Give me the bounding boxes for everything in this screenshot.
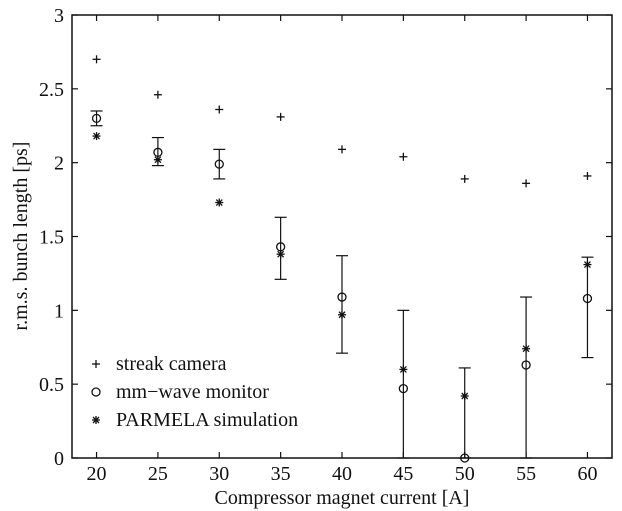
x-tick-label: 35: [271, 463, 291, 485]
legend-marker-asterisk: [92, 416, 100, 424]
marker-stroke: [338, 311, 346, 319]
data-point-circle: [337, 292, 347, 302]
data-point-asterisk: [153, 155, 162, 164]
error-bar: [90, 110, 103, 127]
legend-label: streak camera: [116, 353, 227, 375]
x-tick-label: 55: [516, 463, 536, 485]
marker-stroke: [277, 250, 285, 258]
x-tick-label: 60: [577, 463, 597, 485]
x-tick-label: 40: [332, 463, 352, 485]
y-tick-label: 1.5: [39, 227, 64, 249]
marker-stroke: [522, 345, 530, 353]
x-tick-label: 25: [148, 463, 168, 485]
marker-circle: [582, 293, 593, 304]
x-tick-label: 20: [87, 463, 107, 485]
data-point-plus: [153, 90, 162, 99]
marker-stroke: [215, 199, 223, 206]
marker-stroke: [92, 416, 100, 424]
error-bar: [520, 296, 533, 459]
data-point-asterisk: [92, 132, 101, 141]
marker-circle: [337, 292, 347, 302]
data-point-circle: [214, 159, 224, 169]
data-point-asterisk: [399, 365, 408, 374]
data-point-asterisk: [338, 310, 346, 319]
marker-circle: [521, 360, 531, 370]
error-bar: [213, 148, 226, 180]
data-point-plus: [399, 152, 408, 161]
data-point-plus: [583, 171, 592, 180]
data-point-plus: [215, 105, 224, 114]
y-axis-ticks: 0 0.5 1 1.5 2 2.5 3: [39, 5, 612, 470]
y-axis-label: r.m.s. bunch length [ps]: [10, 142, 32, 331]
legend: streak camera mm−wave monitor PARMELA simu…: [91, 353, 298, 431]
legend-marker-circle: [91, 387, 101, 397]
data-point-circle: [521, 360, 531, 370]
data-point-asterisk: [460, 391, 469, 400]
data-point-asterisk: [215, 198, 224, 207]
data-point-plus: [338, 145, 346, 154]
y-tick-label: 0: [54, 448, 64, 470]
legend-marker-plus: [92, 360, 100, 368]
data-point-asterisk: [583, 260, 592, 269]
data-point-circle: [91, 113, 102, 124]
data-point-plus: [92, 55, 101, 64]
error-bar: [458, 367, 471, 459]
data-point-circle: [582, 293, 593, 304]
marker-circle: [214, 159, 224, 169]
marker-circle: [91, 113, 102, 124]
legend-label: mm−wave monitor: [116, 381, 269, 403]
data-point-circle: [460, 453, 470, 463]
marker-circle: [91, 387, 101, 397]
x-tick-label: 30: [209, 463, 229, 485]
x-tick-label: 50: [455, 463, 475, 485]
data-point-circle: [398, 383, 409, 394]
x-axis-ticks: 20 25 30 35 40 45 50 55 60: [87, 15, 597, 485]
data-marks: [90, 55, 594, 463]
marker-stroke: [154, 156, 162, 164]
error-bar: [274, 216, 287, 280]
y-tick-label: 1: [54, 300, 64, 322]
marker-circle: [398, 383, 409, 394]
marker-circle: [460, 453, 470, 463]
error-bar: [336, 255, 348, 354]
data-point-plus: [276, 112, 285, 121]
x-axis-label: Compressor magnet current [A]: [215, 487, 470, 509]
data-point-plus: [460, 174, 469, 183]
marker-stroke: [93, 132, 101, 140]
y-tick-label: 2.5: [39, 79, 64, 101]
x-tick-label: 45: [393, 463, 413, 485]
data-point-plus: [522, 179, 531, 188]
data-point-asterisk: [276, 250, 285, 259]
legend-label: PARMELA simulation: [116, 409, 298, 431]
error-bar: [581, 256, 594, 359]
y-tick-label: 2: [54, 153, 64, 175]
y-tick-label: 3: [54, 5, 64, 27]
data-point-asterisk: [522, 344, 531, 353]
marker-stroke: [399, 365, 407, 373]
y-tick-label: 0.5: [39, 374, 64, 396]
marker-stroke: [461, 392, 469, 400]
marker-stroke: [583, 261, 591, 269]
